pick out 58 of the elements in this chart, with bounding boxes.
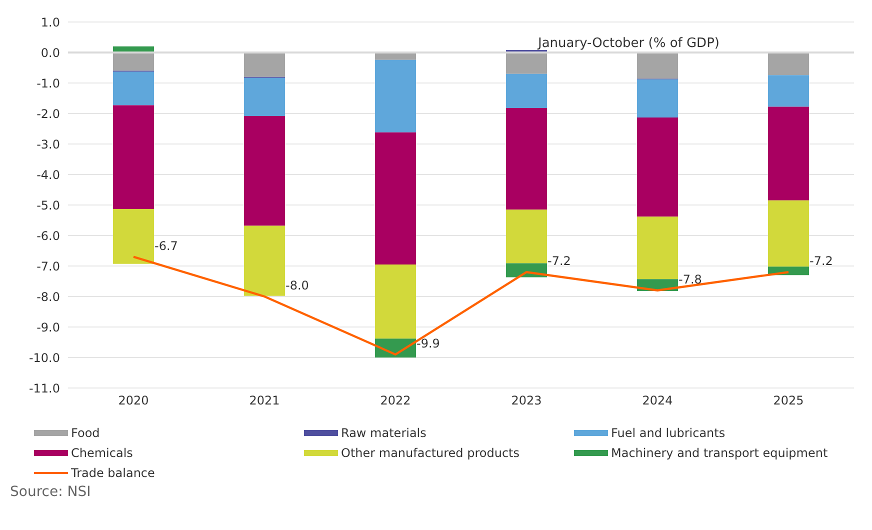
x-tick-label: 2023 xyxy=(511,394,542,408)
line-series xyxy=(132,256,790,356)
y-tick-label: -4.0 xyxy=(36,168,60,182)
bar xyxy=(113,72,154,106)
bar xyxy=(768,52,809,76)
y-tick-label: -11.0 xyxy=(28,381,60,396)
y-tick-label: -2.0 xyxy=(36,106,60,121)
legend-label: Other manufactured products xyxy=(341,446,520,460)
bar xyxy=(506,210,547,264)
bar xyxy=(506,108,547,210)
data-label: -9.9 xyxy=(416,336,440,350)
data-label: -7.8 xyxy=(678,272,702,286)
text: January-October (% of GDP) xyxy=(538,36,720,51)
y-tick-label: 1.0 xyxy=(40,15,60,30)
x-tick-label: 2020 xyxy=(118,394,149,408)
bar xyxy=(113,105,154,209)
legend-label: Food xyxy=(71,426,100,440)
x-tick-label: 2021 xyxy=(249,394,280,408)
data-label: -7.2 xyxy=(548,254,571,268)
y-tick-label: -1.0 xyxy=(36,76,60,90)
legend-label: Machinery and transport equipment xyxy=(611,446,828,460)
legend-label: Fuel and lubricants xyxy=(611,426,726,440)
y-tick-label: -6.0 xyxy=(36,228,60,243)
y-tick-label: 0.0 xyxy=(40,46,60,60)
legend-label: Raw materials xyxy=(341,426,426,440)
legend-label: Trade balance xyxy=(71,466,155,480)
bar xyxy=(113,208,154,264)
x-tick-label: 2025 xyxy=(773,394,804,408)
bar xyxy=(768,106,809,200)
bar xyxy=(244,52,285,77)
bar xyxy=(637,117,678,217)
y-tick-label: -9.0 xyxy=(36,320,60,334)
bar xyxy=(637,216,678,280)
bar xyxy=(113,52,154,71)
bar xyxy=(637,79,678,118)
y-tick-label: -8.0 xyxy=(36,290,60,304)
bar xyxy=(637,52,678,79)
bar xyxy=(244,78,285,116)
y-tick-label: -7.0 xyxy=(36,259,60,274)
bar xyxy=(506,52,547,74)
x-tick-label: 2022 xyxy=(380,394,411,408)
y-tick-label: -5.0 xyxy=(36,198,60,212)
legend-label: Chemicals xyxy=(71,446,133,460)
data-label: -8.0 xyxy=(286,278,309,292)
bar xyxy=(506,74,547,108)
y-tick-label: -3.0 xyxy=(36,137,60,152)
bar xyxy=(375,264,416,339)
bar xyxy=(768,75,809,107)
bar xyxy=(375,132,416,264)
x-tick-label: 2024 xyxy=(642,394,673,408)
bar xyxy=(375,60,416,132)
data-label: -7.2 xyxy=(810,254,833,268)
source-note: Source: NSI xyxy=(10,484,92,500)
bar xyxy=(768,200,809,267)
data-label: -6.7 xyxy=(154,238,178,253)
bar xyxy=(244,226,285,296)
y-tick-label: -10.0 xyxy=(28,350,60,365)
bar xyxy=(244,116,285,226)
